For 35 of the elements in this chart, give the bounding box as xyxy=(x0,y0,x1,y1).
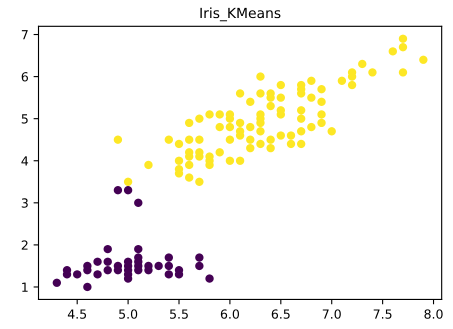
chart-title: Iris_KMeans xyxy=(200,7,280,22)
point xyxy=(114,186,122,194)
point xyxy=(164,270,173,279)
point xyxy=(154,262,163,270)
point xyxy=(73,270,82,279)
point xyxy=(134,244,142,254)
point xyxy=(93,258,102,266)
y-tick-label: 4 xyxy=(21,156,28,166)
x-tick-label: 4.5 xyxy=(68,309,86,319)
point xyxy=(164,262,173,270)
x-tick-label: 6.5 xyxy=(272,309,290,319)
point xyxy=(104,266,112,274)
point xyxy=(93,270,102,279)
x-tick-label: 7.5 xyxy=(374,309,392,319)
y-tick-label: 5 xyxy=(22,114,28,124)
y-tick-label: 1 xyxy=(22,282,28,292)
y-tick-label: 6 xyxy=(22,72,28,82)
point xyxy=(104,244,112,254)
point xyxy=(134,198,142,207)
y-tick-label: 3 xyxy=(22,198,28,208)
point xyxy=(83,282,92,292)
x-tick-label: 5.5 xyxy=(170,309,188,319)
point xyxy=(164,253,173,262)
x-tick-label: 7.0 xyxy=(322,309,341,319)
x-tick-label: 8.0 xyxy=(424,309,443,319)
point xyxy=(104,258,112,266)
point xyxy=(205,274,214,283)
y-tick-label: 2 xyxy=(22,240,28,250)
point xyxy=(124,186,132,194)
point xyxy=(195,253,204,262)
point xyxy=(52,278,61,287)
point xyxy=(195,262,204,270)
y-tick-label: 7 xyxy=(22,30,28,40)
x-tick-label: 5.0 xyxy=(119,309,138,319)
x-tick-label: 6.0 xyxy=(220,309,240,319)
